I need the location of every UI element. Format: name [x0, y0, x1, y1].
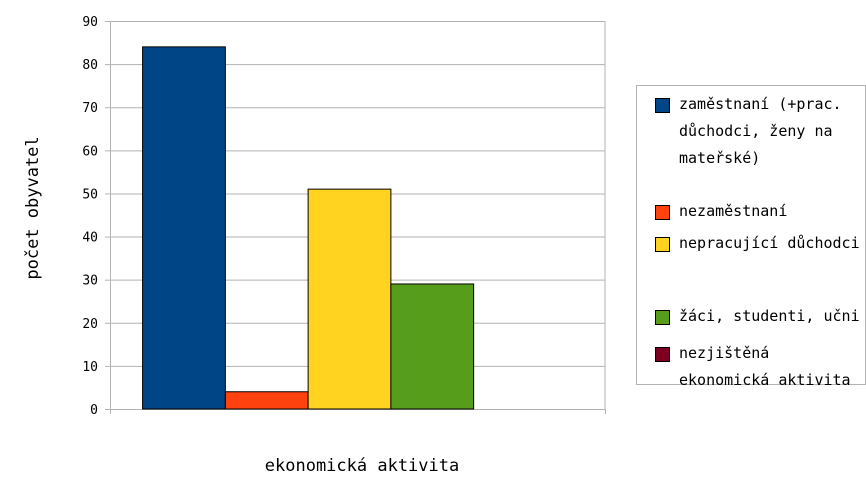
- y-tick-label: 50: [82, 187, 98, 202]
- legend-swatch: [655, 237, 670, 252]
- y-tick-label: 60: [82, 144, 98, 159]
- y-tick-label: 70: [82, 101, 98, 116]
- y-axis-title: počet obyvatel: [23, 136, 43, 279]
- bar: [390, 283, 475, 410]
- y-tick-label: 40: [82, 231, 98, 246]
- legend-label: nezjištěná ekonomická aktivita: [679, 344, 851, 389]
- y-tick-label: 90: [82, 15, 98, 30]
- legend-swatch: [655, 98, 670, 113]
- x-axis-title: ekonomická aktivita: [265, 456, 459, 476]
- y-tick-label: 10: [82, 360, 98, 375]
- legend: zaměstnaní (+prac. důchodci, ženy na mat…: [636, 85, 866, 389]
- y-tick-label: 80: [82, 58, 98, 73]
- legend-label: žáci, studenti, učni: [679, 307, 860, 325]
- legend-label: nepracující důchodci: [679, 234, 860, 252]
- y-tick-label: 0: [90, 403, 98, 418]
- bar: [224, 391, 309, 410]
- bar: [142, 46, 226, 410]
- axes: 0 10 20 30 40 50 60 70 80 90: [82, 15, 606, 418]
- y-tick-label: 20: [82, 317, 98, 332]
- legend-label: nezaměstnaní: [679, 202, 788, 220]
- y-tick-label: 30: [82, 274, 98, 289]
- bar: [307, 188, 392, 410]
- legend-swatch: [655, 347, 670, 362]
- legend-swatch: [655, 310, 670, 325]
- legend-label: zaměstnaní (+prac. důchodci, ženy na mat…: [679, 95, 842, 167]
- bars: [142, 46, 475, 410]
- legend-swatch: [655, 205, 670, 220]
